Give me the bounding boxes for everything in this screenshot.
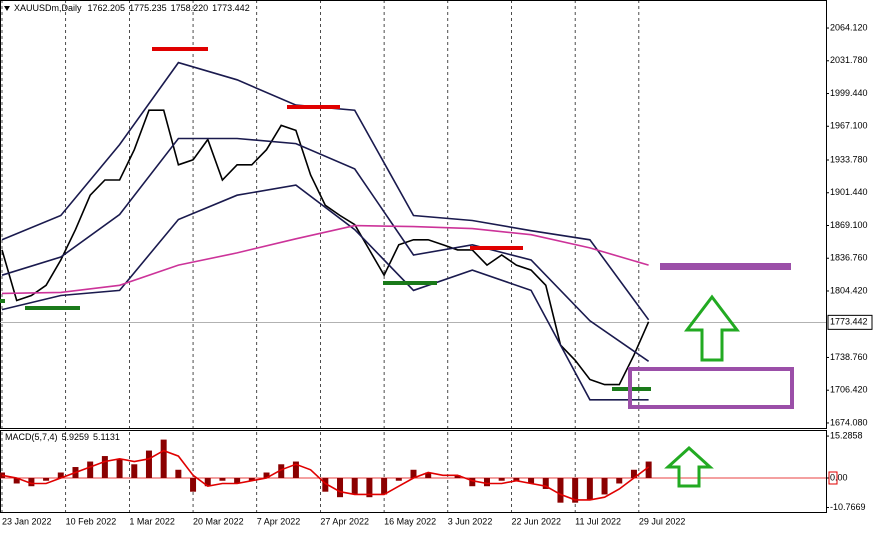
x-tick-label: 11 Jul 2022 — [575, 516, 621, 526]
macd-bar — [160, 439, 167, 478]
macd-bar — [322, 477, 329, 492]
collapse-icon — [4, 6, 10, 11]
up-arrow — [683, 294, 741, 362]
y-tick-label: 15.2858 — [830, 430, 863, 440]
price-line — [1, 109, 650, 386]
open-label: 1762.205 — [88, 3, 126, 13]
y-tick-label: 1738.760 — [830, 352, 868, 362]
macd-bar — [542, 477, 549, 489]
macd-bar — [116, 458, 123, 478]
y-tick-label: 1674.080 — [830, 417, 868, 427]
macd-bar — [586, 477, 593, 500]
x-tick-label: 22 Jun 2022 — [511, 516, 561, 526]
x-tick-label: 23 Jan 2022 — [2, 516, 52, 526]
macd-bar — [43, 477, 50, 481]
macd-bar — [572, 477, 579, 503]
macd-bar — [616, 477, 623, 484]
y-tick-label: 2064.120 — [830, 22, 868, 32]
macd-bar — [528, 477, 535, 484]
macd-bar — [381, 477, 388, 495]
x-tick-label: 27 Apr 2022 — [320, 516, 369, 526]
y-tick-label: 1804.420 — [830, 285, 868, 295]
macd-bar — [101, 456, 108, 478]
macd-bar — [292, 461, 299, 478]
macd-bar — [13, 477, 20, 484]
chart-header: XAUUSDm,Daily 1762.205 1775.235 1758.220 177… — [14, 3, 250, 13]
macd-bar — [454, 475, 461, 478]
low-label: 1758.220 — [171, 3, 209, 13]
signal-line — [1, 449, 650, 501]
macd-bar — [278, 464, 285, 478]
macd-bar — [425, 472, 432, 478]
last-price-box — [827, 314, 873, 330]
x-tick-label: 29 Jul 2022 — [639, 516, 686, 526]
price-line — [1, 184, 649, 401]
macd-bar — [366, 477, 373, 498]
y-tick-label: 1706.420 — [830, 385, 868, 395]
macd-bar — [175, 469, 182, 478]
price-line — [1, 137, 650, 362]
main-pane-frame — [0, 0, 827, 429]
price-line — [1, 224, 649, 295]
y-tick-label: 1967.100 — [830, 121, 868, 131]
y-tick-label: 1869.100 — [830, 220, 868, 230]
support-zone — [628, 367, 794, 409]
macd-bar — [601, 477, 608, 495]
y-tick-label: 1901.440 — [830, 187, 868, 197]
last-price-label: 1773.442 — [830, 317, 868, 327]
close-label: 1773.442 — [212, 3, 250, 13]
macd-bar — [87, 461, 94, 478]
macd-bar — [263, 472, 270, 478]
macd-bar — [190, 477, 197, 492]
macd-bar — [131, 464, 138, 478]
macd-bar — [498, 477, 505, 481]
y-tick-label: -10.7669 — [830, 502, 866, 512]
x-tick-label: 7 Apr 2022 — [257, 516, 301, 526]
macd-bar — [469, 477, 476, 487]
macd-bar — [630, 469, 637, 478]
up-arrow — [664, 445, 714, 488]
macd-value: 5.9259 — [62, 432, 90, 442]
macd-bar — [645, 461, 652, 478]
y-tick-label: 1999.440 — [830, 88, 868, 98]
macd-bar — [248, 477, 255, 481]
macd-bar — [483, 477, 490, 487]
macd-bar — [219, 477, 226, 481]
macd-header: MACD(5,7,4) 5.9259 5.1131 — [5, 432, 120, 442]
macd-bar — [57, 472, 64, 478]
x-tick-label: 1 Mar 2022 — [129, 516, 175, 526]
macd-bar — [28, 477, 35, 487]
y-tick-label: 1933.780 — [830, 154, 868, 164]
x-tick-label: 3 Jun 2022 — [448, 516, 493, 526]
macd-bar — [337, 477, 344, 498]
macd-bar — [557, 477, 564, 503]
annotations — [0, 47, 794, 488]
macd-pane-frame — [0, 430, 827, 513]
target-zone — [660, 263, 791, 270]
signal-value: 5.1131 — [93, 432, 120, 442]
y-tick-label: 0.00 — [830, 472, 848, 482]
x-tick-label: 16 May 2022 — [384, 516, 436, 526]
macd-bar — [395, 477, 402, 481]
macd-bar — [513, 477, 520, 481]
y-tick-label: 2031.780 — [830, 55, 868, 65]
symbol-title: XAUUSDm,Daily — [14, 3, 82, 13]
y-tick-label: 1836.760 — [830, 253, 868, 263]
high-label: 1775.235 — [129, 3, 167, 13]
x-tick-label: 10 Feb 2022 — [66, 516, 117, 526]
zero-label-box — [828, 471, 838, 485]
macd-bar — [351, 477, 358, 495]
macd-bar — [204, 477, 211, 487]
macd-bar — [410, 469, 417, 478]
macd-bar — [145, 450, 152, 478]
macd-bar — [234, 477, 241, 484]
x-tick-label: 20 Mar 2022 — [193, 516, 244, 526]
macd-title: MACD(5,7,4) — [5, 432, 58, 442]
